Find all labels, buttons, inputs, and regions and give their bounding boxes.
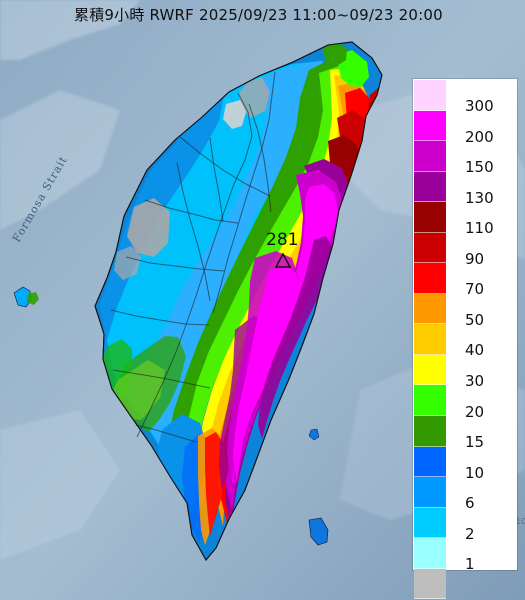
rainfall-field <box>98 42 381 545</box>
legend-swatch <box>414 416 446 447</box>
max-rainfall-value: 281 <box>266 230 299 250</box>
legend-label: 30 <box>465 372 485 391</box>
legend-label: 2 <box>465 524 475 543</box>
legend-swatch <box>414 171 446 203</box>
legend-swatch <box>414 568 446 600</box>
legend-swatch <box>414 477 446 508</box>
edge-tiny-text: 10 <box>516 517 525 526</box>
legend-label: 15 <box>465 433 485 452</box>
legend-label: 1 <box>465 555 475 574</box>
legend-label: 50 <box>465 310 485 329</box>
legend-label: 70 <box>465 280 485 299</box>
legend-label: 150 <box>465 158 494 177</box>
admin-boundaries <box>110 71 276 443</box>
legend-label: 10 <box>465 463 485 482</box>
legend-label: 200 <box>465 127 494 146</box>
color-legend: 300 200 150 130 110 90 70 50 40 30 20 15 10 6 2 1 <box>413 79 517 600</box>
legend-label: 130 <box>465 188 494 207</box>
legend-swatch <box>414 507 446 539</box>
legend-swatch <box>414 263 446 294</box>
legend-swatch <box>414 354 446 386</box>
legend-swatch <box>414 110 446 142</box>
legend-swatch <box>414 324 446 355</box>
legend-swatch <box>414 80 446 111</box>
legend-swatch <box>414 446 446 478</box>
outlying-islands <box>13 286 329 546</box>
legend-swatch <box>414 202 446 233</box>
legend-swatch <box>414 232 446 264</box>
legend-label: 6 <box>465 494 475 513</box>
legend-label: 40 <box>465 341 485 360</box>
legend-label: 110 <box>465 219 494 238</box>
legend-swatch <box>414 293 446 325</box>
legend-color-bar <box>414 80 446 600</box>
legend-swatch <box>414 385 446 417</box>
legend-swatch <box>414 141 446 172</box>
map-title: 累積9小時 RWRF 2025/09/23 11:00~09/23 20:00 <box>74 6 443 24</box>
legend-label: 90 <box>465 249 485 268</box>
triangle-marker-icon <box>274 252 292 268</box>
taiwan-outline <box>94 41 383 561</box>
legend-label: 20 <box>465 402 485 421</box>
legend-label: 300 <box>465 97 494 115</box>
legend-swatch <box>414 538 446 569</box>
